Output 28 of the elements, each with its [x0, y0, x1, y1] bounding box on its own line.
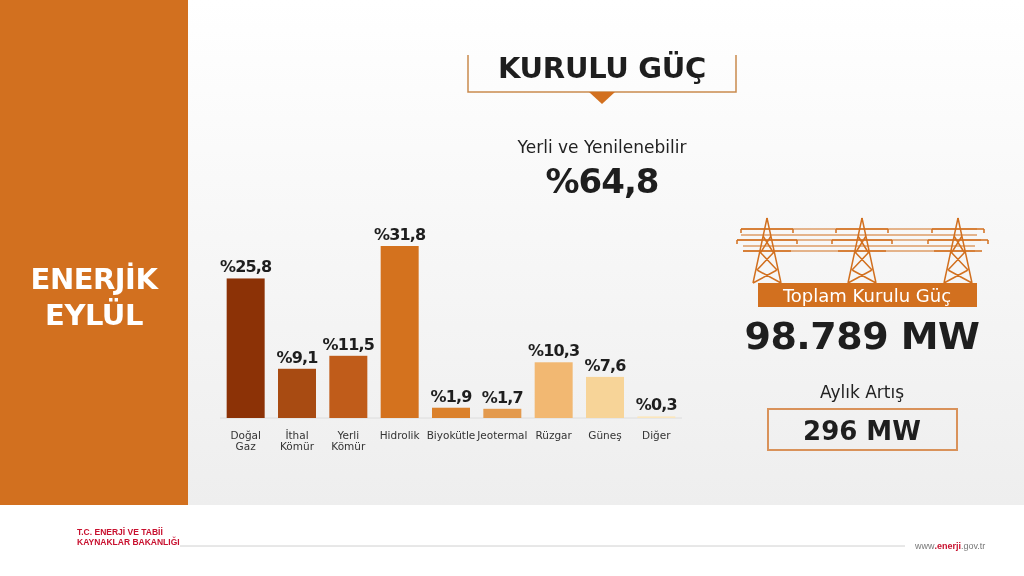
x-tick-label: Yerli Kömür	[331, 429, 366, 452]
x-tick-label: Doğal Gaz	[230, 429, 261, 452]
data-label: %25,8	[219, 257, 273, 277]
text: 296 MW	[803, 416, 921, 446]
data-label: %31,8	[373, 225, 427, 244]
x-tick-label: Rüzgar	[535, 429, 573, 441]
data-label: %1,7	[481, 387, 523, 407]
x-tick-label: Biyokütle	[426, 429, 476, 441]
data-label: %10,3	[527, 341, 580, 361]
x-tick-label: İthal Kömür	[280, 429, 315, 452]
x-tick-label: Güneş	[588, 429, 622, 441]
data-label: %1,9	[430, 386, 473, 406]
text: 98.789 MW	[744, 314, 980, 358]
text: www.enerji.gov.tr	[914, 541, 986, 551]
data-label: %0,3	[635, 395, 677, 415]
data-label: %11,5	[322, 334, 375, 354]
x-tick-label: Diğer	[642, 429, 672, 441]
chart-subtitle: Yerli ve Yenilenebilir	[516, 137, 687, 157]
chart-title: KURULU GÜÇ	[497, 51, 707, 85]
text: Toplam Kurulu Güç	[781, 285, 952, 306]
data-label: %7,6	[584, 355, 627, 375]
data-label: %9,1	[276, 347, 319, 367]
text: T.C. ENERJİ VE TABİİ KAYNAKLAR BAKANLIĞI	[77, 527, 180, 547]
text: %64,8	[545, 161, 659, 201]
text: Aylık Artış	[819, 382, 905, 402]
x-tick-label: Jeotermal	[476, 429, 528, 441]
x-tick-label: Hidrolik	[379, 429, 421, 441]
text: ENERJİK EYLÜL	[30, 262, 160, 332]
